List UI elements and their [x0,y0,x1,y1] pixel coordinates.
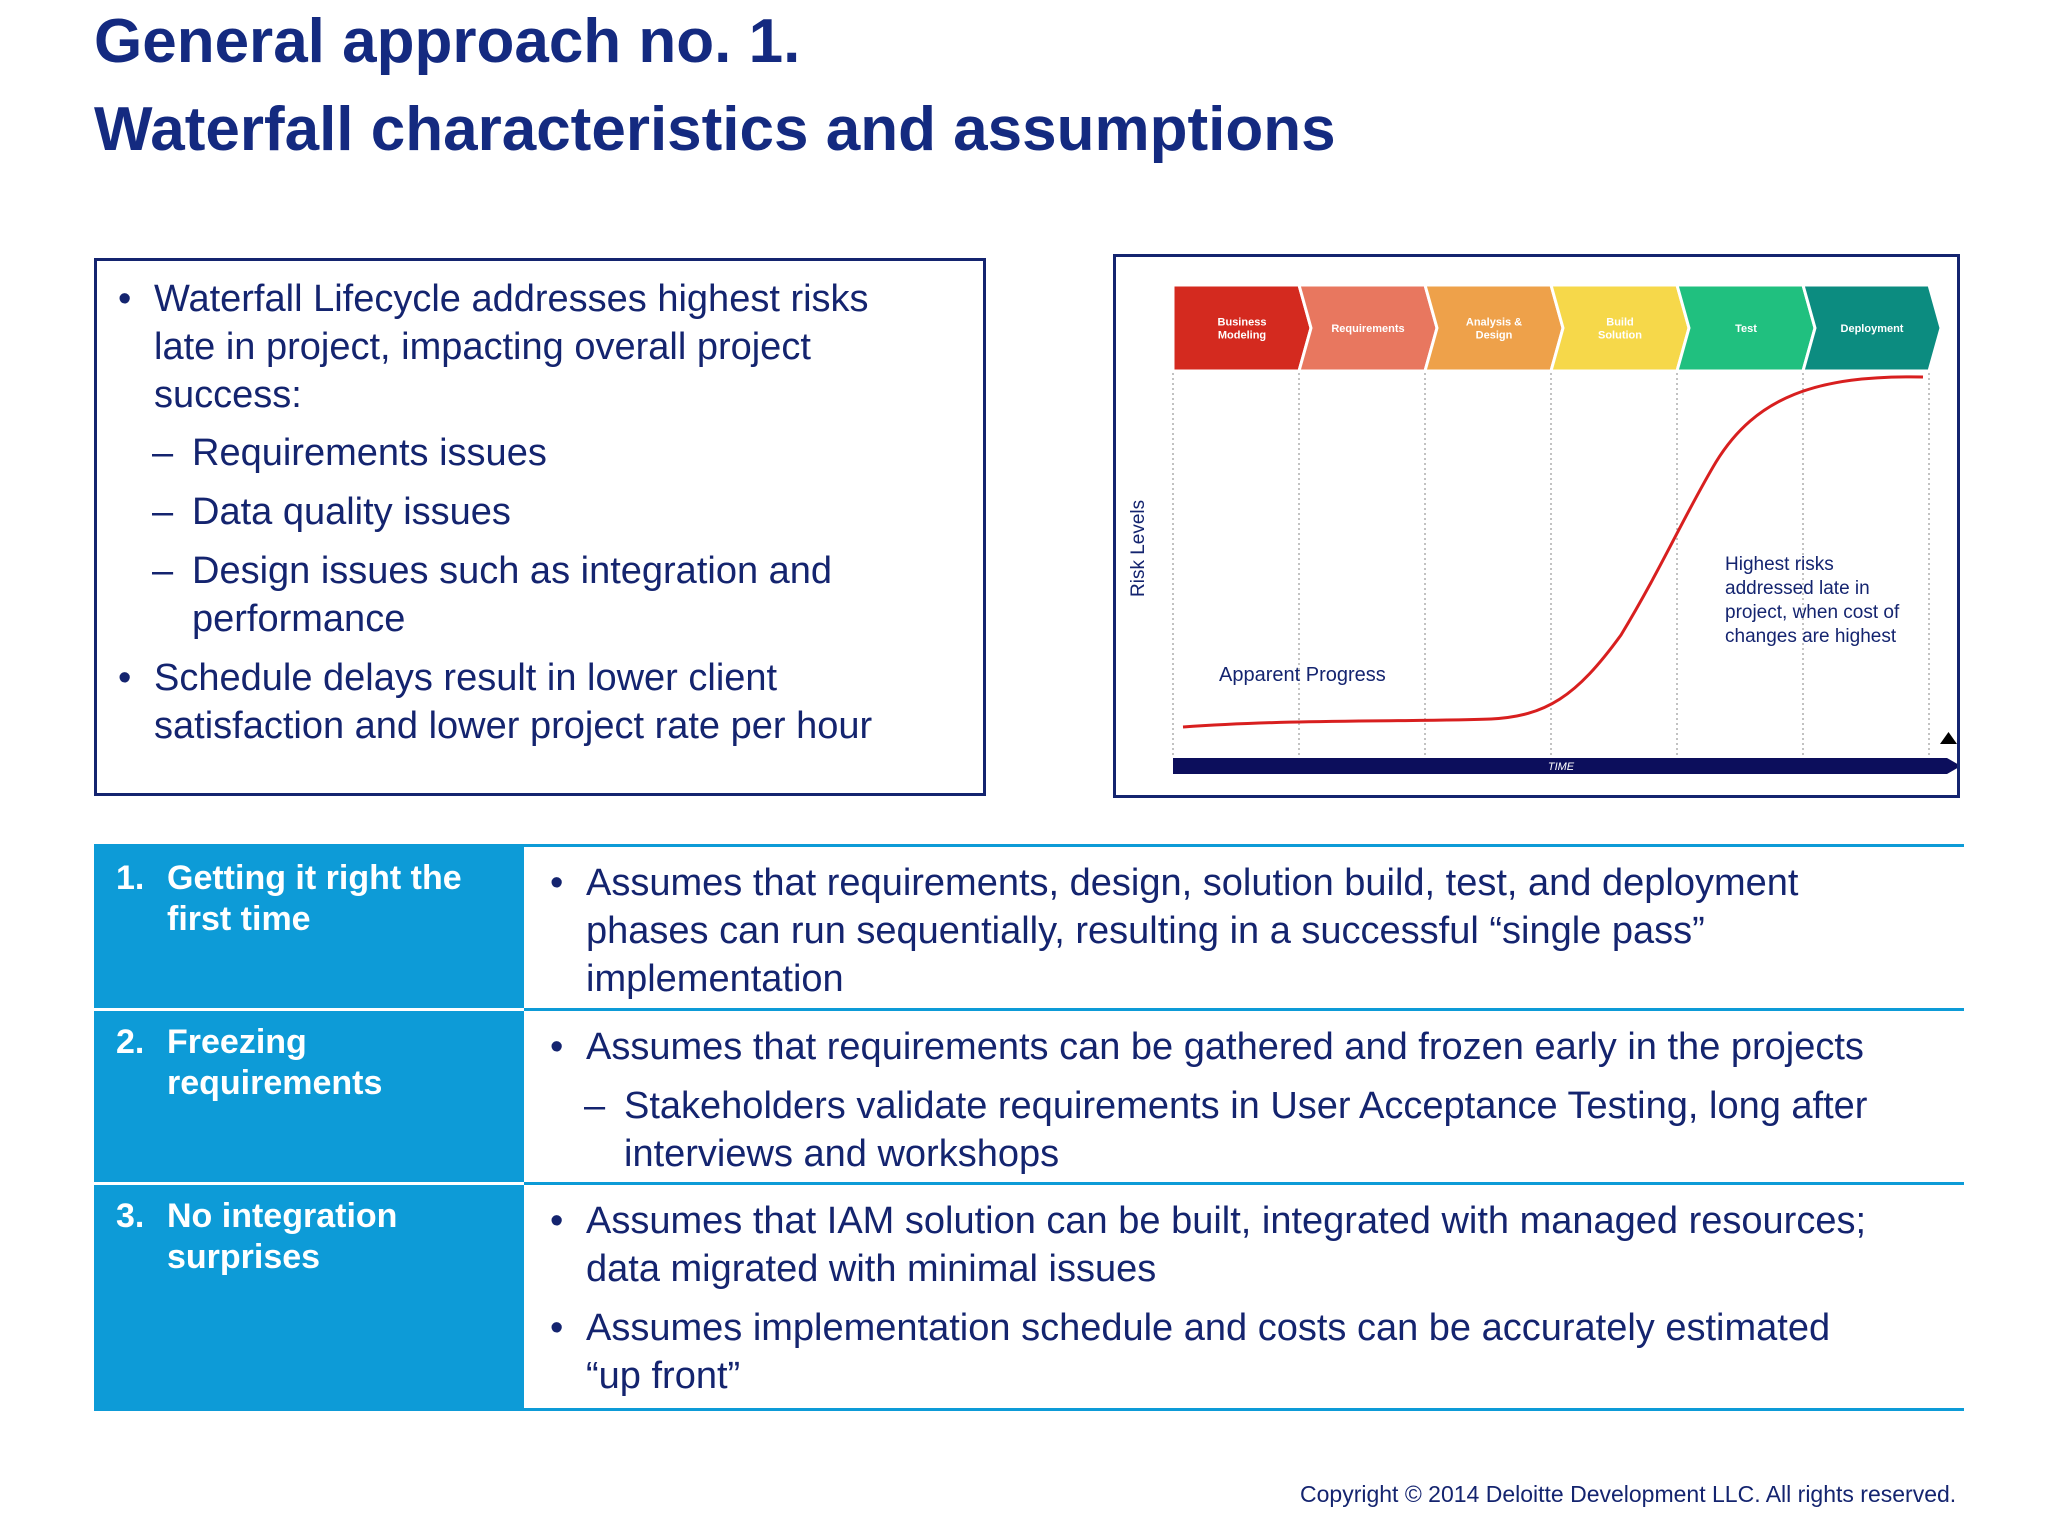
time-label: TIME [1548,761,1575,773]
label-line: first time [167,900,311,938]
bullet: • Assumes implementation schedule and co… [550,1304,1831,1400]
phase-label: Design [1476,330,1513,342]
phase-label: Test [1735,323,1757,335]
risk-note-line: changes are highest [1725,626,1897,647]
label-line: Freezing [167,1023,307,1061]
row-label-cell: 1. Getting it right the first time [94,844,524,1008]
bullet-marker: • [550,1307,564,1349]
text-line: Assumes that requirements can be gathere… [586,1026,1864,1068]
time-arrow [1173,758,1957,774]
label-line: Getting it right the [167,859,462,897]
bullet-schedule-delays: • Schedule delays result in lower client… [118,654,873,750]
dash-marker: – [152,550,174,592]
text-line: late in project, impacting overall proje… [154,326,811,368]
row-content-cell: • Assumes that requirements, design, sol… [524,844,1964,1008]
phase-chevron [1801,283,1943,373]
phase-label: Modeling [1218,330,1266,342]
dash-marker: – [584,1085,606,1127]
phase-label: Analysis & [1466,317,1522,329]
text-line: Design issues such as integration and [192,550,833,592]
y-axis-label: Risk Levels [1128,500,1149,597]
row-content-cell: • Assumes that requirements can be gathe… [524,1008,1964,1182]
text-line: performance [192,598,406,640]
risk-curve [1182,375,1924,729]
copyright-notice: Copyright © 2014 Deloitte Development LL… [1300,1481,1957,1507]
assumptions-table: 1. Getting it right the first time • Ass… [94,844,1964,1411]
sub-item-requirements: – Requirements issues [152,429,547,477]
row-label: Freezing requirements [167,1022,507,1104]
label-line: No integration [167,1197,398,1235]
text-line: Assumes implementation schedule and cost… [586,1307,1831,1349]
risk-note-line: Highest risks [1725,554,1834,575]
bullet-marker: • [550,862,564,904]
bullet-marker: • [118,657,132,699]
row-divider [94,1008,524,1011]
sub-bullet: – Stakeholders validate requirements in … [584,1082,1868,1178]
text-line: Assumes that IAM solution can be built, … [586,1200,1867,1242]
text-line: interviews and workshops [624,1133,1060,1175]
table-row: 2. Freezing requirements • Assumes that … [94,1008,1964,1182]
bullet-marker: • [550,1200,564,1242]
table-row: 1. Getting it right the first time • Ass… [94,844,1964,1008]
dash-marker: – [152,491,174,533]
bullet: • Assumes that requirements, design, sol… [550,859,1799,1003]
text-line: data migrated with minimal issues [586,1248,1157,1290]
milestone-triangle-icon [1940,732,1957,744]
row-label-cell: 3. No integration surprises [94,1182,524,1410]
text-line: Stakeholders validate requirements in Us… [624,1085,1868,1127]
text-line: phases can run sequentially, resulting i… [586,910,1705,952]
row-content-cell: • Assumes that IAM solution can be built… [524,1182,1964,1410]
text-line: Waterfall Lifecycle addresses highest ri… [154,278,869,320]
bullet-late-risks: • Waterfall Lifecycle addresses highest … [118,275,869,419]
row-label-cell: 2. Freezing requirements [94,1008,524,1182]
title-line-2: Waterfall characteristics and assumption… [94,95,1336,164]
row-number: 3. [116,1197,145,1235]
dash-marker: – [152,432,174,474]
table-bottom-rule [94,1408,1964,1411]
phase-label: Requirements [1331,323,1404,335]
row-number: 2. [116,1023,145,1061]
text-line: implementation [586,958,844,1000]
row-number: 1. [116,859,145,897]
text-line: success: [154,374,302,416]
phase-label: Deployment [1841,323,1904,335]
bullet: • Assumes that requirements can be gathe… [550,1023,1864,1071]
row-divider [94,1182,524,1185]
risk-note-line: addressed late in [1725,578,1870,599]
waterfall-risk-diagram: Business Modeling Requirements Analysis & De… [1113,254,1960,798]
bullet-marker: • [118,278,132,320]
apparent-progress-label: Apparent Progress [1219,664,1386,686]
sub-item-design: – Design issues such as integration and … [152,547,833,643]
text-line: Assumes that requirements, design, solut… [586,862,1799,904]
label-line: requirements [167,1064,383,1102]
phase-label: Solution [1598,330,1642,342]
risk-note-line: project, when cost of [1725,602,1900,623]
table-row: 3. No integration surprises • Assumes th… [94,1182,1964,1410]
text-line: Data quality issues [192,491,511,533]
text-line: Requirements issues [192,432,547,474]
text-line: satisfaction and lower project rate per … [154,705,873,747]
sub-item-data-quality: – Data quality issues [152,488,511,536]
text-line: Schedule delays result in lower client [154,657,778,699]
bullet-marker: • [550,1026,564,1068]
risk-summary-box: • Waterfall Lifecycle addresses highest … [94,258,986,796]
row-label: No integration surprises [167,1196,507,1278]
label-line: surprises [167,1238,321,1276]
text-line: “up front” [586,1355,741,1397]
row-label: Getting it right the first time [167,858,507,940]
phase-label: Business [1218,317,1267,329]
title-line-1: General approach no. 1. [94,7,801,76]
phase-label: Build [1606,317,1634,329]
bullet: • Assumes that IAM solution can be built… [550,1197,1867,1293]
